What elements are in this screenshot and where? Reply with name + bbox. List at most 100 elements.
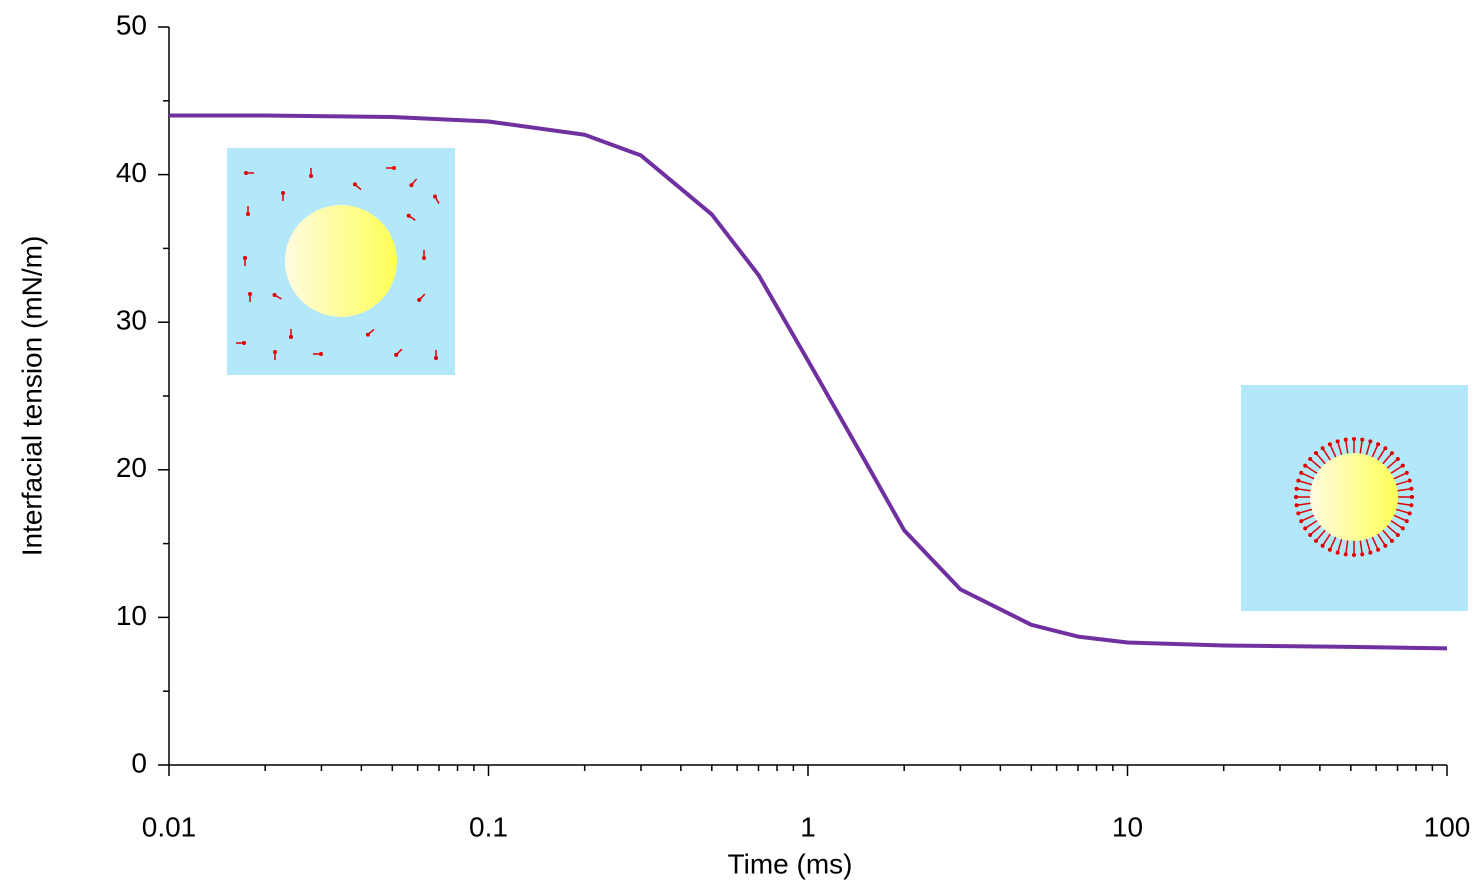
surfactant — [1296, 502, 1311, 506]
surfactant-head — [1299, 470, 1304, 475]
surfactant-head — [434, 356, 438, 360]
surfactant-head — [1320, 446, 1325, 451]
surfactant-head — [1383, 543, 1388, 548]
surfactant — [1345, 439, 1349, 454]
surfactant-head — [1376, 547, 1381, 552]
surfactant-head — [1320, 543, 1325, 548]
surfactant — [1298, 479, 1312, 486]
surfactant-head — [1352, 553, 1356, 557]
surfactant — [1300, 514, 1315, 522]
surfactant-head — [1294, 503, 1299, 508]
surfactant-head — [1294, 495, 1298, 499]
surfactant — [1300, 472, 1315, 480]
surfactant-head — [1314, 451, 1319, 456]
surfactant-head — [1308, 532, 1313, 537]
surfactant-head — [243, 256, 247, 260]
surfactant — [1298, 508, 1312, 515]
surfactant — [1329, 443, 1337, 458]
surfactant — [1322, 533, 1331, 547]
inset-adsorbed — [1241, 385, 1468, 611]
surfactant-head — [1303, 526, 1308, 531]
y-tick-label: 20 — [116, 452, 147, 483]
surfactant-head — [433, 194, 437, 199]
surfactant-head — [1383, 446, 1388, 451]
inset-dispersed — [227, 148, 455, 375]
y-tick-label: 0 — [131, 747, 147, 778]
surfactant — [1377, 447, 1386, 461]
x-tick-label: 100 — [1424, 811, 1471, 842]
surfactant — [1396, 479, 1410, 486]
surfactant-head — [365, 332, 370, 337]
surfactant-head — [422, 256, 426, 260]
surfactant — [1329, 536, 1337, 551]
surfactant-head — [392, 166, 396, 170]
x-tick-label: 1 — [800, 811, 816, 842]
surfactant-head — [1343, 437, 1348, 442]
y-tick-label: 40 — [116, 157, 147, 188]
surfactant-head — [1335, 550, 1340, 555]
surfactant-head — [1376, 442, 1381, 447]
y-axis-title: Interfacial tension (mN/m) — [16, 236, 47, 557]
surfactant — [1359, 540, 1363, 555]
surfactant-head — [1404, 519, 1409, 524]
surfactant-head — [352, 182, 357, 187]
surfactant-head — [1294, 486, 1299, 491]
surfactant-head — [1389, 538, 1394, 543]
surfactant-head — [1296, 478, 1301, 483]
surfactant-head — [1407, 511, 1412, 516]
x-axis-title: Time (ms) — [728, 848, 853, 879]
droplet — [285, 205, 397, 317]
surfactant — [1345, 540, 1349, 555]
surfactant-head — [406, 213, 411, 218]
x-tick-label: 0.01 — [142, 811, 197, 842]
surfactant-head — [1360, 552, 1365, 557]
surfactant-head — [1407, 478, 1412, 483]
surfactant-head — [417, 297, 422, 302]
surfactant-head — [1389, 451, 1394, 456]
surfactant — [1397, 502, 1412, 506]
data-line — [169, 113, 1448, 651]
surfactant — [1304, 520, 1318, 529]
x-tick-label: 10 — [1112, 811, 1143, 842]
surfactant-head — [1335, 439, 1340, 444]
surfactant — [1386, 458, 1399, 469]
surfactant — [1396, 508, 1410, 515]
surfactant-head — [272, 293, 277, 297]
surfactant-head — [1327, 442, 1332, 447]
surfactant — [1304, 465, 1318, 474]
surfactant-head — [289, 335, 293, 339]
surfactant — [1382, 452, 1393, 465]
y-tick-label: 50 — [116, 9, 147, 40]
surfactant — [1315, 452, 1326, 465]
surfactant — [1371, 536, 1379, 551]
droplet — [1310, 453, 1398, 541]
surfactant-head — [1395, 457, 1400, 462]
surfactant-head — [242, 341, 246, 345]
surfactant-head — [246, 212, 250, 216]
surfactant-head — [1352, 437, 1356, 441]
surfactant-head — [319, 352, 323, 356]
surfactant-head — [1410, 495, 1414, 499]
surfactant-head — [1400, 463, 1405, 468]
y-tick-label: 30 — [116, 305, 147, 336]
surfactant-head — [281, 191, 285, 195]
surfactant-head — [1308, 457, 1313, 462]
surfactant — [1336, 441, 1343, 455]
surfactant-head — [1327, 547, 1332, 552]
surfactant-head — [1409, 503, 1414, 508]
surfactant-head — [1368, 550, 1373, 555]
surfactant — [1309, 458, 1322, 469]
surfactant — [1365, 441, 1372, 455]
x-tick-label: 0.1 — [469, 811, 508, 842]
surfactant-head — [244, 171, 248, 175]
surfactant-head — [1395, 532, 1400, 537]
surfactant — [1315, 529, 1326, 542]
surfactant — [1309, 525, 1322, 536]
surfactant — [1393, 472, 1408, 480]
surfactant-head — [273, 350, 277, 354]
surfactant — [1296, 488, 1311, 492]
surfactant — [1393, 514, 1408, 522]
surfactant-head — [1343, 552, 1348, 557]
